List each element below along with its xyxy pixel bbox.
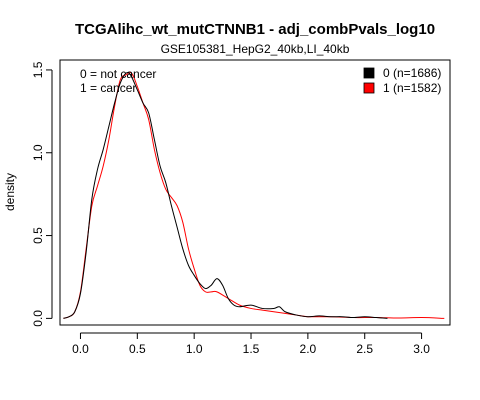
annotation-cancer: 1 = cancer — [80, 81, 136, 95]
y-tick-label: 1.5 — [31, 61, 45, 78]
plot-frame — [59, 59, 451, 326]
y-axis-label: density — [3, 173, 17, 211]
legend-swatch-0 — [363, 67, 375, 79]
chart-title: TCGAlihc_wt_mutCTNNB1 - adj_combPvals_lo… — [75, 21, 435, 38]
legend-label-0: 0 (n=1686) — [383, 66, 441, 80]
legend-label-1: 1 (n=1582) — [383, 81, 441, 95]
x-tick-label: 1.5 — [243, 342, 260, 356]
x-axis: 0.0 0.5 1.0 1.5 2.0 2.5 3.0 — [72, 332, 430, 356]
x-tick-label: 0.5 — [129, 342, 146, 356]
chart-subtitle: GSE105381_HepG2_40kb,LI_40kb — [161, 42, 350, 56]
y-tick-label: 0.0 — [31, 310, 45, 327]
x-tick-label: 2.0 — [300, 342, 317, 356]
y-axis: 0.0 0.5 1.0 1.5 — [31, 61, 53, 327]
y-tick-label: 0.5 — [31, 227, 45, 244]
legend: 0 (n=1686) 1 (n=1582) — [363, 66, 441, 95]
legend-swatch-1 — [363, 82, 375, 94]
annotation-not-cancer: 0 = not cancer — [80, 67, 156, 81]
x-tick-label: 0.0 — [72, 342, 89, 356]
y-tick-label: 1.0 — [31, 144, 45, 161]
series-line-1 — [63, 72, 445, 319]
x-tick-label: 1.0 — [186, 342, 203, 356]
series-line-0 — [63, 71, 388, 319]
series-layer — [63, 71, 445, 319]
x-tick-label: 3.0 — [413, 342, 430, 356]
x-tick-label: 2.5 — [356, 342, 373, 356]
